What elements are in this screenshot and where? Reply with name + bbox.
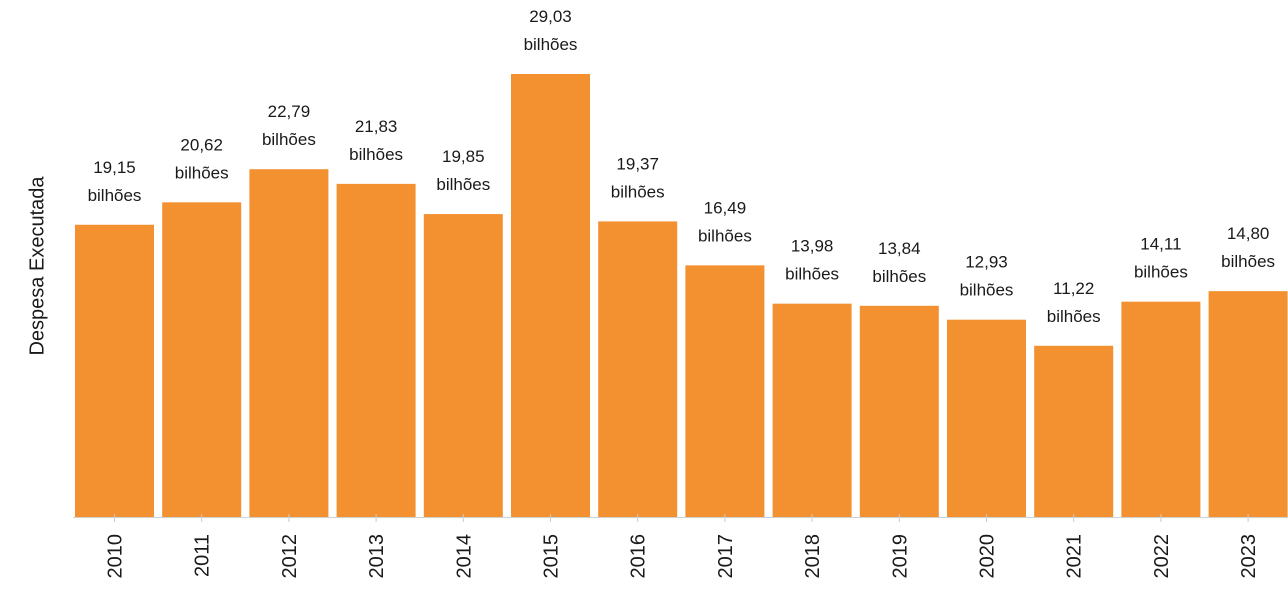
x-tick-label-2021: 2021	[1064, 534, 1086, 579]
bar-2010	[75, 224, 154, 518]
bar-2013	[336, 183, 416, 517]
data-label-unit-2018: bilhões	[785, 265, 839, 284]
data-label-unit-2016: bilhões	[611, 182, 665, 201]
data-label-value-2014: 19,85	[442, 147, 485, 166]
data-label-value-2015: 29,03	[529, 7, 572, 26]
data-label-unit-2019: bilhões	[872, 267, 926, 286]
data-label-unit-2017: bilhões	[698, 226, 752, 245]
bar-2017	[685, 265, 765, 517]
bar-2019	[859, 305, 939, 517]
bar-2023	[1208, 291, 1288, 517]
x-tick-label-2015: 2015	[541, 534, 563, 579]
bar-2020	[947, 319, 1026, 517]
x-tick-label-2018: 2018	[802, 534, 824, 579]
x-tick-label-2022: 2022	[1151, 534, 1173, 579]
x-tick-label-2016: 2016	[628, 534, 650, 579]
bar-2015	[511, 74, 590, 517]
data-label-value-2018: 13,98	[791, 237, 834, 256]
data-label-unit-2010: bilhões	[88, 186, 142, 205]
data-label-unit-2013: bilhões	[349, 145, 403, 164]
bar-2012	[249, 169, 329, 517]
x-tick-label-2010: 2010	[105, 534, 127, 579]
x-tick-label-2013: 2013	[366, 534, 388, 579]
bar-2016	[598, 221, 678, 517]
x-tick-label-2011: 2011	[192, 534, 214, 577]
data-label-unit-2011: bilhões	[175, 163, 229, 182]
bar-2022	[1121, 301, 1201, 517]
data-label-unit-2021: bilhões	[1047, 307, 1101, 326]
x-tick-label-2020: 2020	[977, 534, 999, 579]
bar-2021	[1034, 345, 1114, 517]
data-label-value-2019: 13,84	[878, 239, 921, 258]
data-label-unit-2012: bilhões	[262, 130, 316, 149]
data-label-value-2012: 22,79	[268, 102, 311, 121]
data-label-value-2011: 20,62	[180, 135, 223, 154]
data-label-unit-2022: bilhões	[1134, 263, 1188, 282]
data-label-value-2023: 14,80	[1227, 224, 1270, 243]
x-tick-label-2017: 2017	[715, 534, 737, 579]
x-tick-label-2012: 2012	[279, 534, 301, 579]
data-label-unit-2020: bilhões	[960, 281, 1014, 300]
data-label-value-2017: 16,49	[704, 198, 747, 217]
bar-2011	[162, 202, 242, 518]
x-tick-label-2023: 2023	[1238, 534, 1260, 579]
data-label-value-2021: 11,22	[1053, 279, 1094, 298]
x-tick-label-2019: 2019	[889, 534, 911, 579]
bar-2014	[423, 214, 503, 517]
y-axis-label: Despesa Executada	[26, 176, 49, 356]
data-label-value-2020: 12,93	[965, 253, 1008, 272]
data-label-value-2010: 19,15	[93, 158, 136, 177]
data-label-unit-2015: bilhões	[524, 35, 578, 54]
bar-2018	[772, 303, 852, 517]
data-label-value-2016: 19,37	[616, 154, 659, 173]
data-label-value-2013: 21,83	[355, 117, 398, 136]
data-label-unit-2023: bilhões	[1221, 252, 1275, 271]
x-tick-label-2014: 2014	[453, 534, 475, 579]
data-label-unit-2014: bilhões	[436, 175, 490, 194]
data-label-value-2022: 14,11	[1140, 235, 1181, 254]
